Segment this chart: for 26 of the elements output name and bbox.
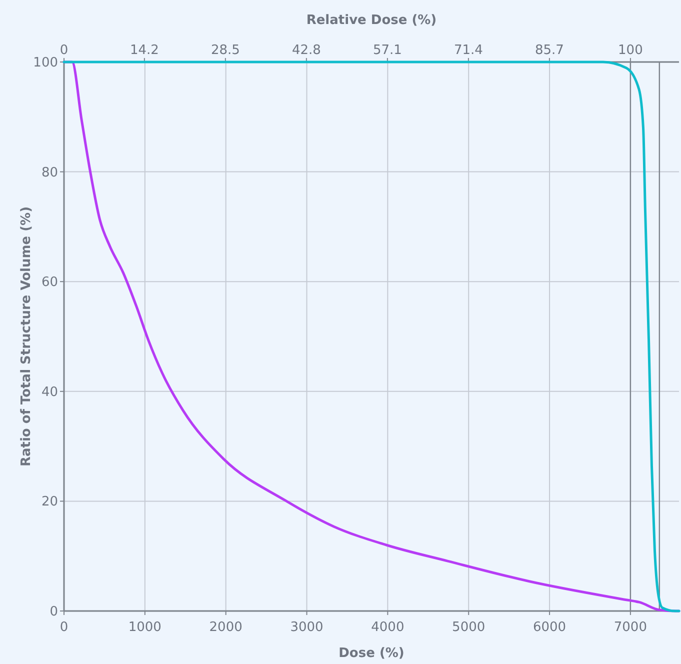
x-axis-title: Dose (%): [338, 646, 404, 661]
x-tick-label: 2000: [209, 620, 242, 635]
x2-tick-label: 71.4: [454, 43, 483, 58]
x2-tick-label: 85.7: [534, 43, 564, 58]
y-tick-label: 80: [41, 165, 58, 180]
x-tick-label: 0: [60, 620, 68, 635]
x2-axis-title: Relative Dose (%): [306, 13, 437, 28]
y-tick-label: 60: [41, 275, 58, 290]
x-tick-label: 6000: [532, 620, 566, 635]
x-tick-label: 1000: [128, 620, 162, 635]
x2-tick-label: 14.2: [130, 43, 159, 58]
y-tick-label: 0: [50, 604, 58, 620]
y-tick-label: 100: [33, 56, 58, 70]
x2-tick-label: 42.8: [292, 43, 321, 58]
x-tick-label: 4000: [371, 620, 404, 635]
x2-tick-label: 28.5: [210, 43, 240, 58]
y-tick-label: 20: [41, 494, 58, 510]
x-tick-label: 7000: [614, 620, 647, 635]
x-tick-label: 5000: [452, 620, 486, 635]
y-tick-label: 40: [41, 384, 58, 400]
x2-tick-label: 57.1: [372, 43, 402, 58]
x2-tick-label: 100: [618, 43, 643, 58]
x2-tick-label: 0: [60, 43, 68, 58]
x-tick-label: 3000: [290, 620, 324, 635]
line-series: [62, 60, 680, 612]
y-axis-title: Ratio of Total Structure Volume (%): [19, 206, 34, 467]
